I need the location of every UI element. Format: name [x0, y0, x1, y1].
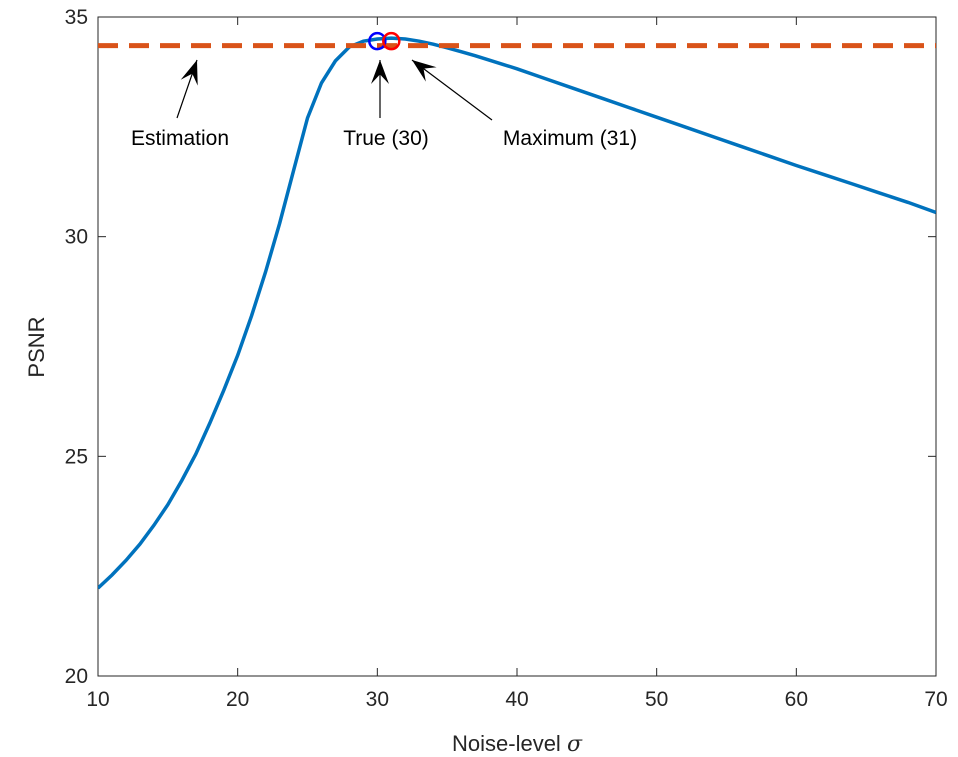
annotation-true: True (30)	[343, 60, 429, 150]
x-tick-label: 20	[226, 688, 249, 711]
annotation-arrow-head	[371, 60, 389, 84]
annotation-arrow-head	[180, 60, 198, 86]
annotation-maximum: Maximum (31)	[411, 59, 637, 150]
psnr-curve	[98, 36, 936, 590]
x-tick-label: 30	[366, 688, 389, 711]
x-axis-symbol: σ	[567, 732, 583, 757]
x-tick-label: 40	[505, 688, 528, 711]
annotation-label: Estimation	[131, 127, 229, 150]
annotation-label: True (30)	[343, 127, 429, 150]
annotation-label: Maximum (31)	[503, 127, 637, 150]
x-tick-label: 70	[924, 688, 947, 711]
annotation-arrow-shaft	[411, 59, 493, 121]
annotation-estimation: Estimation	[131, 59, 229, 150]
y-tick-label: 20	[65, 665, 88, 688]
y-tick-label: 30	[65, 226, 88, 249]
y-tick-label: 35	[65, 6, 88, 29]
x-axis-label: Noise-level	[452, 731, 561, 756]
y-axis-title: PSNR	[24, 316, 49, 377]
y-tick-label: 25	[65, 445, 88, 468]
true-sigma-marker	[368, 31, 387, 51]
annotation-arrow-head	[412, 60, 437, 82]
x-tick-label: 50	[645, 688, 668, 711]
x-tick-label: 10	[86, 688, 109, 711]
maximum-psnr-marker	[382, 31, 401, 51]
x-axis-title: Noise-level σ	[452, 731, 583, 757]
plot-area	[97, 16, 937, 677]
x-tick-label: 60	[785, 688, 808, 711]
